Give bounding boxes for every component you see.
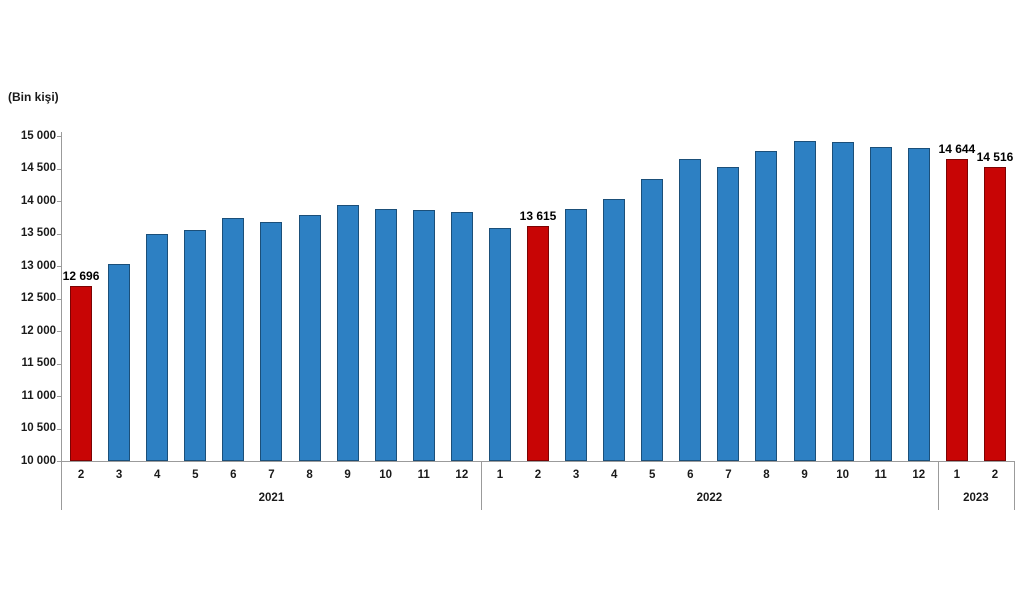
- bar: [488, 228, 511, 461]
- x-axis-line: [62, 461, 1014, 462]
- y-axis-tick-label: 11 000: [21, 389, 56, 402]
- year-group-divider: [937, 461, 939, 510]
- bar: [184, 230, 207, 461]
- y-axis-line: [61, 132, 62, 510]
- y-axis-tick-label: 10 500: [20, 422, 56, 434]
- x-axis-month-label: 8: [306, 469, 313, 481]
- bar: [603, 199, 626, 461]
- bar: [450, 212, 473, 461]
- x-axis-month-label: 4: [610, 469, 618, 481]
- y-axis-unit-label: (Bin kişi): [8, 90, 59, 104]
- x-axis-month-label: 8: [763, 469, 770, 481]
- y-axis-tick-label: 13 500: [20, 227, 56, 239]
- y-axis-tick-label: 12 500: [20, 292, 56, 304]
- y-axis-tick-mark: [57, 298, 62, 300]
- x-axis-month-label: 9: [801, 469, 808, 481]
- x-axis-month-label: 2: [991, 469, 999, 481]
- x-axis-month-label: 6: [687, 469, 694, 481]
- bar-highlighted: [945, 159, 968, 461]
- x-axis-month-label: 5: [192, 469, 199, 481]
- x-axis-month-label: 2: [534, 469, 542, 481]
- x-axis-month-label: 6: [230, 469, 237, 481]
- bar-highlighted: [983, 167, 1006, 461]
- x-axis-year-label: 2023: [963, 492, 989, 504]
- bar: [907, 148, 930, 461]
- x-axis-month-label: 12: [912, 469, 926, 481]
- x-axis-month-label: 1: [953, 469, 961, 481]
- y-axis-tick-label: 13 000: [20, 259, 56, 272]
- y-axis-tick-mark: [57, 266, 62, 267]
- y-axis-tick-mark: [57, 396, 62, 397]
- x-axis-month-label: 7: [268, 469, 275, 481]
- bar: [374, 209, 397, 461]
- y-axis-tick-label: 12 000: [20, 324, 56, 337]
- x-axis-month-label: 5: [649, 469, 656, 481]
- bar: [298, 214, 321, 461]
- x-axis-month-label: 10: [379, 469, 393, 481]
- bar: [412, 210, 435, 461]
- bar-value-label: 14 644: [938, 142, 976, 157]
- bar-value-label: 14 516: [976, 150, 1014, 165]
- bar: [108, 264, 131, 461]
- bar: [222, 217, 245, 461]
- bar-highlighted: [527, 226, 549, 461]
- x-axis-month-label: 2: [77, 469, 85, 481]
- x-axis-year-label: 2022: [696, 492, 723, 504]
- bar: [641, 178, 664, 461]
- x-axis-month-label: 11: [417, 469, 430, 481]
- y-axis-tick-mark: [57, 363, 62, 365]
- y-axis-tick-label: 15 000: [20, 129, 56, 142]
- bar-highlighted: [70, 285, 93, 461]
- bar: [755, 150, 778, 461]
- y-axis-tick-label: 14 500: [20, 162, 56, 174]
- x-axis-month-label: 7: [725, 469, 732, 481]
- bar: [565, 209, 588, 461]
- y-axis-tick-mark: [57, 331, 62, 332]
- x-axis-month-label: 10: [836, 469, 850, 481]
- x-axis-month-label: 3: [572, 469, 580, 481]
- x-axis-month-label: 4: [153, 469, 161, 481]
- bar-value-label: 12 696: [62, 268, 100, 283]
- bar: [679, 158, 702, 461]
- y-axis-tick-label: 11 500: [21, 357, 56, 369]
- x-axis-month-label: 1: [496, 469, 504, 481]
- x-axis-month-label: 3: [115, 469, 123, 481]
- bar: [260, 222, 283, 461]
- bar: [793, 140, 816, 461]
- bar: [869, 147, 892, 461]
- x-axis-month-label: 11: [874, 469, 887, 481]
- x-axis-month-label: 9: [344, 469, 351, 481]
- y-axis-tick-mark: [57, 168, 62, 170]
- bar: [146, 234, 169, 461]
- y-axis-tick-label: 10 000: [20, 454, 56, 467]
- year-group-divider: [1013, 461, 1015, 510]
- y-axis-tick-mark: [57, 461, 62, 462]
- y-axis-tick-mark: [57, 136, 62, 137]
- bar: [831, 142, 854, 461]
- x-axis-year-label: 2021: [258, 492, 285, 504]
- bar-value-label: 13 615: [519, 209, 557, 224]
- x-axis-month-label: 12: [455, 469, 469, 481]
- bar: [336, 205, 359, 461]
- y-axis-tick-mark: [57, 201, 62, 202]
- year-group-divider: [480, 461, 482, 510]
- y-axis-tick-label: 14 000: [20, 194, 56, 207]
- bar: [717, 166, 740, 461]
- y-axis-tick-mark: [57, 233, 62, 235]
- y-axis-tick-mark: [57, 428, 62, 430]
